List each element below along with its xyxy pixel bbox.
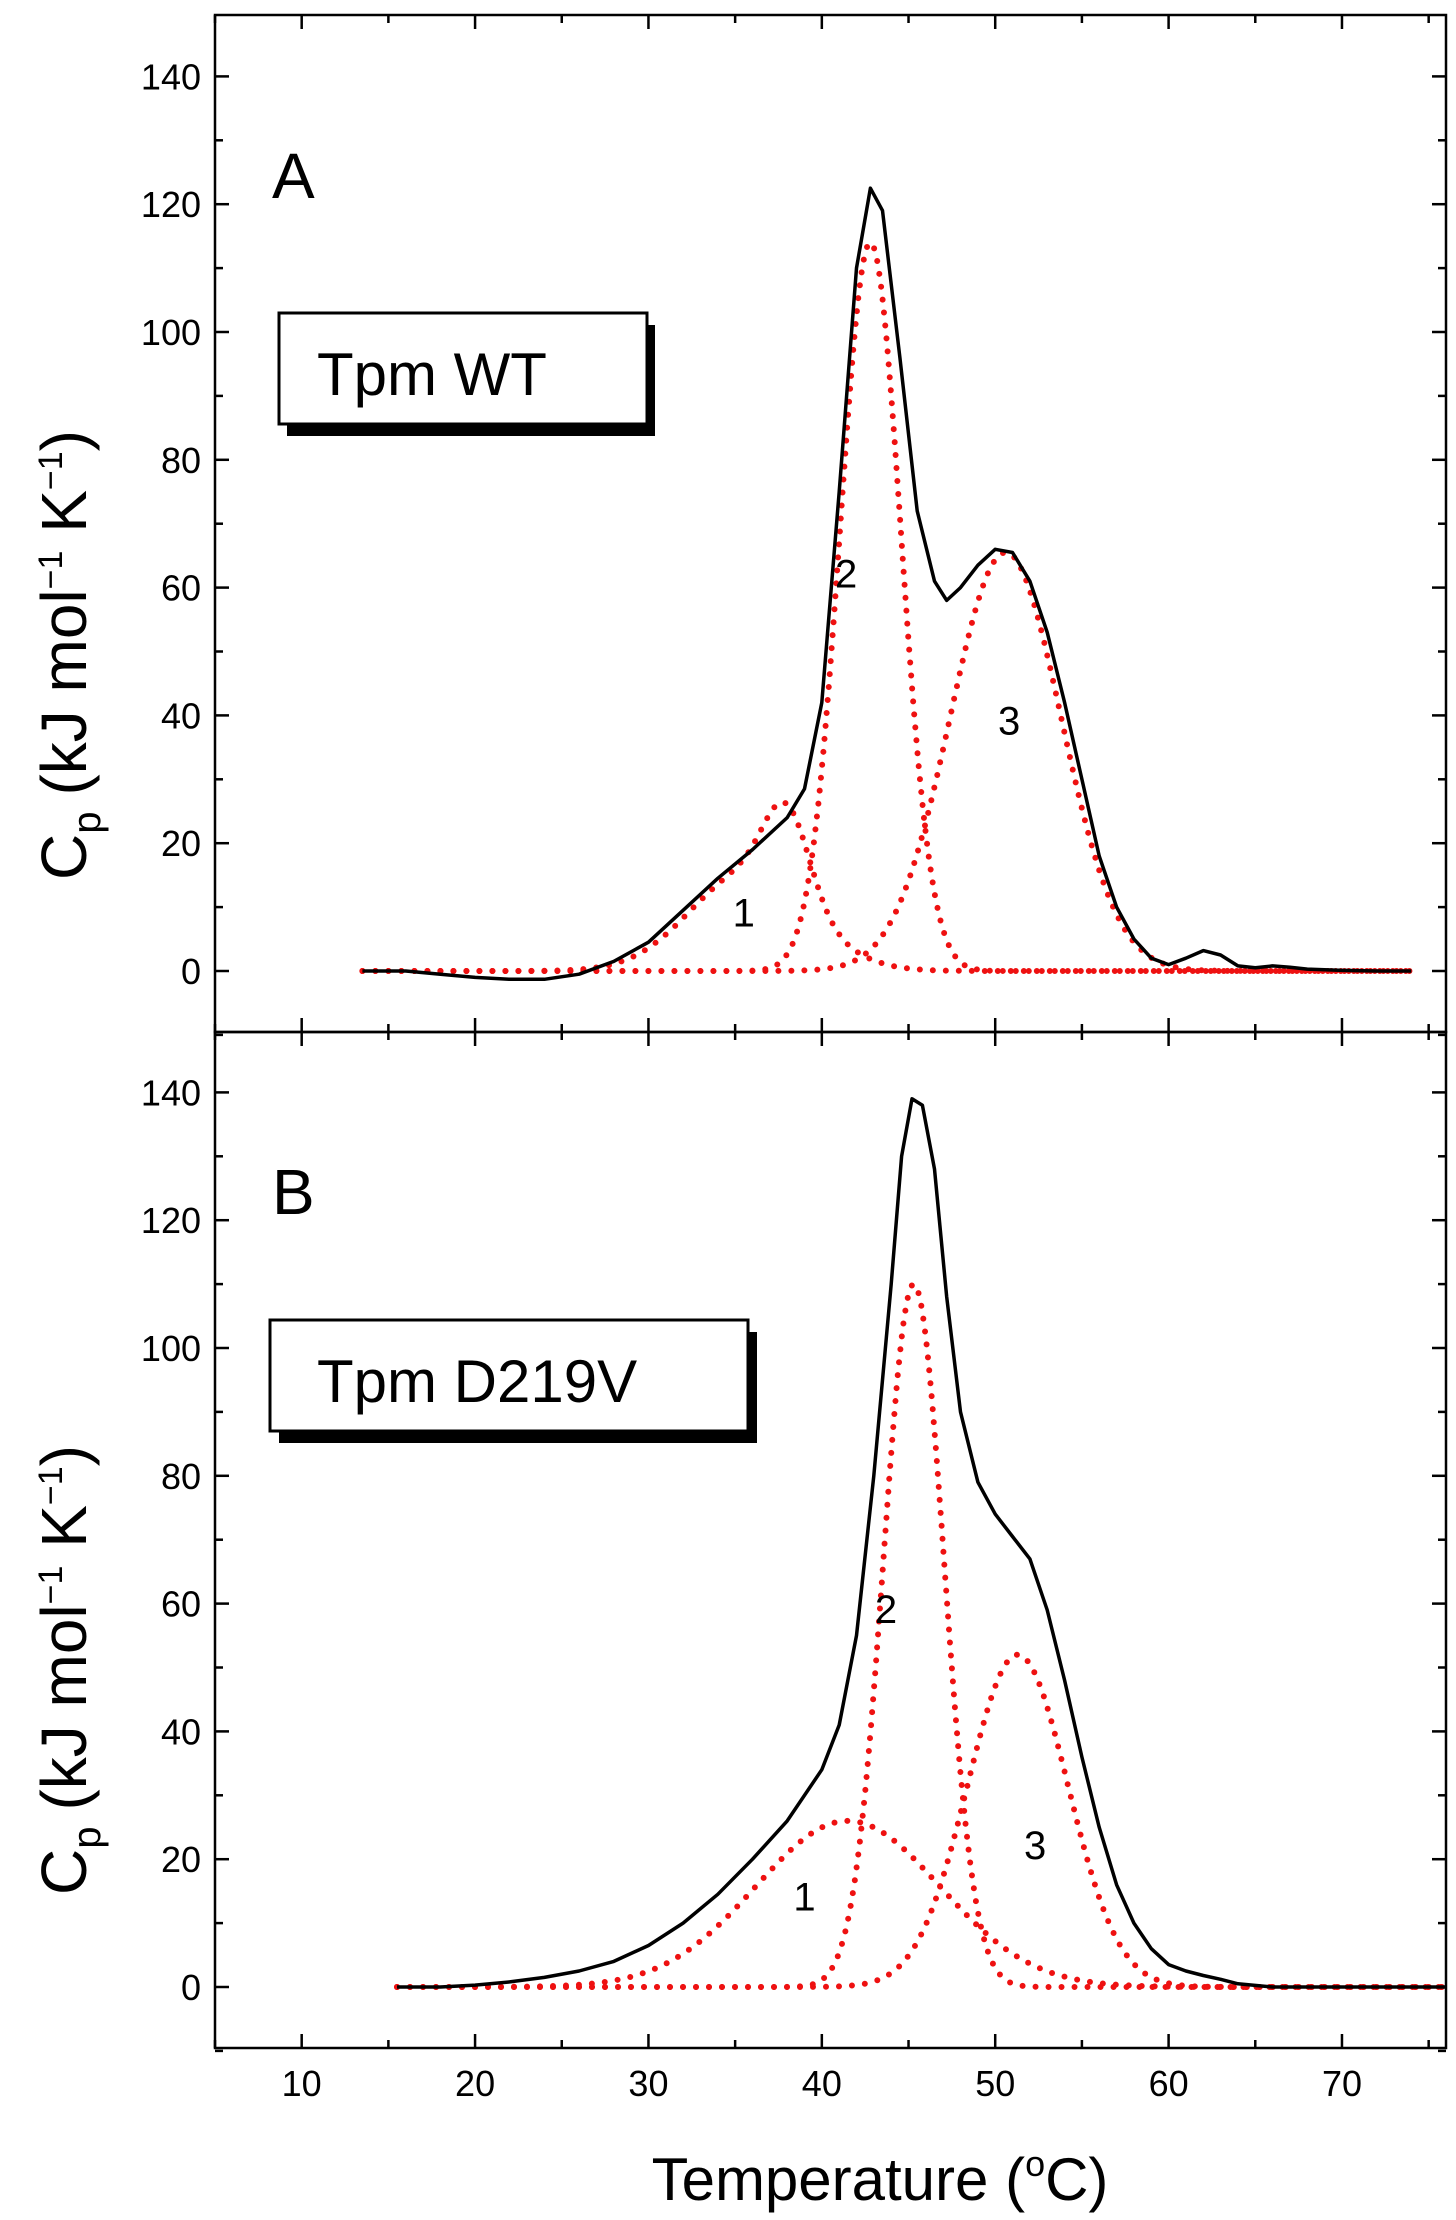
panel-b-label-box: Tpm D219V: [268, 1318, 757, 1443]
y-tick-label: 80: [161, 1456, 201, 1497]
y-tick-label: 120: [141, 1200, 201, 1241]
panel-a-component-curves: [359, 238, 1415, 974]
panel-b-label-frame: [268, 1318, 750, 1433]
panel-a-axes: 0 20 40 60 80 100 120 140: [141, 13, 1448, 1037]
y-tick-label: 0: [181, 1967, 201, 2008]
plot-frame: [213, 13, 1448, 1034]
component-curve: [394, 1817, 1449, 1990]
peak-label: 1: [733, 891, 755, 935]
x-tick-label: 70: [1322, 2063, 1362, 2104]
panel-a-y-axis-label: Cp(kJ mol−1 K−1): [28, 430, 109, 880]
y-tick-label: 60: [161, 568, 201, 609]
y-tick-label: 100: [141, 312, 201, 353]
x-tick-label: 30: [628, 2063, 668, 2104]
y-tick-label: 20: [161, 823, 201, 864]
y-tick-label: 80: [161, 440, 201, 481]
x-tick-label: 50: [975, 2063, 1015, 2104]
peak-label: 1: [793, 1875, 815, 1919]
x-tick-label: 40: [802, 2063, 842, 2104]
panel-b-y-axis-label: Cp(kJ mol−1 K−1): [28, 1445, 109, 1895]
panel-a-label-box: Tpm WT: [277, 311, 655, 436]
peak-label: 3: [998, 700, 1020, 744]
component-curve: [359, 238, 1415, 974]
component-curve: [359, 549, 1415, 974]
x-axis-label: Temperature (oC): [652, 2143, 1109, 2213]
panel-b-axes: 0 20 40 60 80 100 120 140 10 20 30 40 50 60 70: [141, 1030, 1448, 2104]
panel-a-label-frame: [277, 311, 649, 426]
panel-a-letter: A: [272, 140, 315, 212]
y-tick-label: 20: [161, 1839, 201, 1880]
x-tick-label: 20: [455, 2063, 495, 2104]
y-tick-label: 0: [181, 951, 201, 992]
panel-a-experimental-curve: 1 2 3: [362, 186, 1412, 982]
x-tick-label: 60: [1149, 2063, 1189, 2104]
panel-a: 0 20 40 60 80 100 120 140 1 2 3 A Tpm WT Cp(kJ mo…: [28, 13, 1448, 1037]
peak-label: 3: [1024, 1824, 1046, 1868]
y-tick-label: 140: [141, 1072, 201, 1113]
y-tick-label: 60: [161, 1584, 201, 1625]
peak-label: 2: [835, 553, 857, 597]
plot-frame: [213, 1030, 1448, 2050]
y-tick-label: 140: [141, 56, 201, 97]
y-tick-label: 40: [161, 695, 201, 736]
peak-label: 2: [875, 1588, 897, 1632]
component-curve: [394, 1651, 1449, 1990]
experimental-curve: [362, 186, 1412, 982]
y-tick-label: 120: [141, 184, 201, 225]
panel-a-label-text: Tpm WT: [317, 341, 547, 408]
panel-b: 0 20 40 60 80 100 120 140 10 20 30 40 50 60 70 1 2 3 B T…: [28, 1030, 1449, 2213]
y-tick-label: 40: [161, 1711, 201, 1752]
experimental-curve: [397, 1097, 1446, 1989]
x-tick-label: 10: [282, 2063, 322, 2104]
panel-b-letter: B: [272, 1156, 315, 1228]
panel-b-experimental-curve: 1 2 3: [397, 1097, 1446, 1989]
panel-b-label-text: Tpm D219V: [317, 1348, 637, 1415]
component-curve: [359, 799, 1415, 974]
y-tick-label: 100: [141, 1328, 201, 1369]
